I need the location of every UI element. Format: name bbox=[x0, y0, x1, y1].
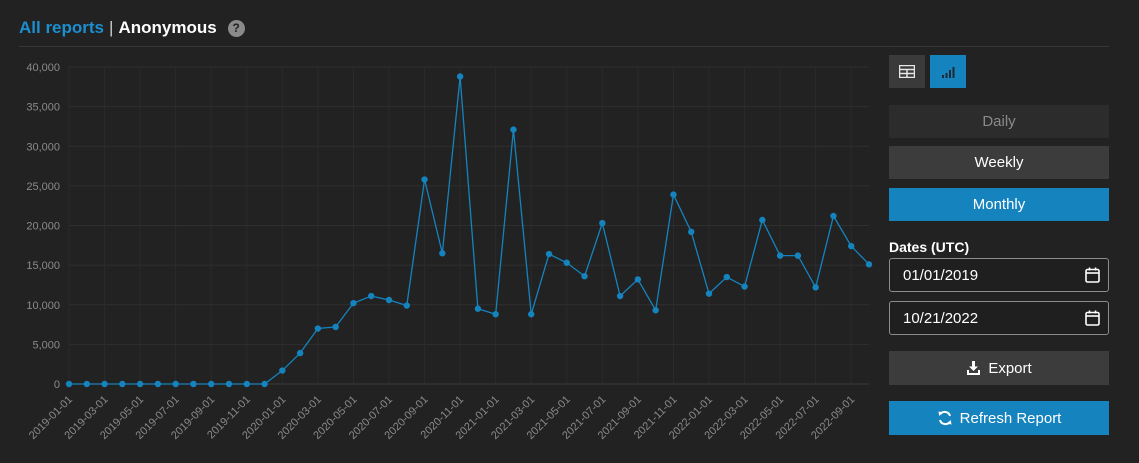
data-point bbox=[279, 367, 286, 374]
data-point bbox=[474, 305, 482, 312]
data-point bbox=[385, 296, 393, 304]
data-point bbox=[421, 176, 428, 183]
data-point bbox=[208, 380, 215, 388]
chart-view-button[interactable] bbox=[930, 55, 966, 88]
export-label: Export bbox=[988, 359, 1032, 377]
question-circle-icon[interactable]: ? bbox=[227, 19, 245, 37]
start-date-value: 01/01/2019 bbox=[903, 266, 979, 284]
end-date-input[interactable]: 10/21/2022 bbox=[889, 301, 1109, 335]
data-point bbox=[528, 311, 535, 318]
y-tick-label: 20,000 bbox=[26, 221, 60, 233]
download-icon bbox=[967, 360, 981, 375]
y-tick-label: 0 bbox=[54, 379, 60, 391]
data-point bbox=[172, 380, 179, 388]
dates-label: Dates (UTC) bbox=[889, 239, 970, 255]
bar-chart-icon bbox=[942, 66, 955, 78]
data-point bbox=[261, 380, 268, 388]
series-line bbox=[69, 76, 870, 385]
data-point bbox=[439, 250, 446, 257]
data-point bbox=[599, 219, 606, 227]
data-point bbox=[243, 380, 250, 388]
data-point bbox=[865, 261, 873, 268]
calendar-icon[interactable] bbox=[1085, 267, 1100, 283]
refresh-label: Refresh Report bbox=[959, 409, 1062, 427]
data-point bbox=[759, 216, 766, 224]
data-point bbox=[403, 302, 410, 309]
data-point bbox=[101, 380, 108, 388]
breadcrumb: All reports | Anonymous ? bbox=[19, 16, 245, 40]
data-point bbox=[332, 323, 339, 331]
data-point bbox=[510, 126, 517, 133]
data-point bbox=[705, 290, 713, 297]
data-point bbox=[830, 212, 837, 220]
data-point bbox=[812, 284, 819, 291]
data-point bbox=[225, 380, 233, 388]
data-point bbox=[616, 292, 624, 300]
data-point bbox=[154, 380, 162, 388]
data-point bbox=[492, 311, 499, 318]
data-point bbox=[634, 276, 642, 283]
data-point bbox=[741, 283, 748, 290]
data-point bbox=[314, 325, 322, 332]
breadcrumb-separator: | bbox=[109, 18, 114, 37]
data-point bbox=[545, 250, 553, 258]
monthly-button[interactable]: Monthly bbox=[889, 188, 1109, 221]
data-point bbox=[688, 228, 695, 236]
y-tick-label: 35,000 bbox=[26, 102, 60, 114]
data-point bbox=[652, 307, 659, 314]
refresh-icon bbox=[938, 410, 952, 426]
data-point bbox=[456, 73, 464, 80]
data-point bbox=[723, 273, 730, 281]
page-title: Anonymous bbox=[118, 18, 217, 37]
data-point bbox=[83, 380, 90, 388]
data-point bbox=[136, 380, 144, 388]
daily-button[interactable]: Daily bbox=[889, 105, 1109, 138]
data-point bbox=[296, 349, 304, 357]
table-view-button[interactable] bbox=[889, 55, 925, 88]
end-date-value: 10/21/2022 bbox=[903, 309, 979, 327]
data-point bbox=[350, 299, 357, 307]
start-date-input[interactable]: 01/01/2019 bbox=[889, 258, 1109, 292]
header-divider bbox=[19, 46, 1109, 47]
export-button[interactable]: Export bbox=[889, 351, 1109, 385]
data-point bbox=[190, 380, 197, 388]
data-point bbox=[776, 252, 784, 259]
weekly-button[interactable]: Weekly bbox=[889, 146, 1109, 179]
y-tick-label: 40,000 bbox=[26, 62, 60, 74]
data-point bbox=[581, 273, 588, 280]
table-icon bbox=[899, 65, 915, 78]
y-tick-label: 25,000 bbox=[26, 181, 60, 193]
data-point bbox=[368, 292, 375, 300]
all-reports-link[interactable]: All reports bbox=[19, 18, 105, 37]
y-tick-label: 15,000 bbox=[26, 260, 60, 272]
y-tick-label: 30,000 bbox=[26, 141, 60, 153]
data-point bbox=[670, 191, 677, 198]
y-tick-label: 10,000 bbox=[26, 300, 60, 312]
calendar-icon[interactable] bbox=[1085, 310, 1100, 326]
data-point bbox=[119, 380, 126, 388]
data-point bbox=[65, 380, 73, 388]
refresh-report-button[interactable]: Refresh Report bbox=[889, 401, 1109, 435]
data-point bbox=[848, 242, 855, 250]
monthly-line-chart: 0 5,000 10,000 15,000 20,000 25,000 30,000 35,0… bbox=[26, 62, 873, 442]
data-point bbox=[794, 252, 802, 259]
data-point bbox=[563, 259, 570, 266]
y-tick-label: 5,000 bbox=[32, 339, 60, 351]
